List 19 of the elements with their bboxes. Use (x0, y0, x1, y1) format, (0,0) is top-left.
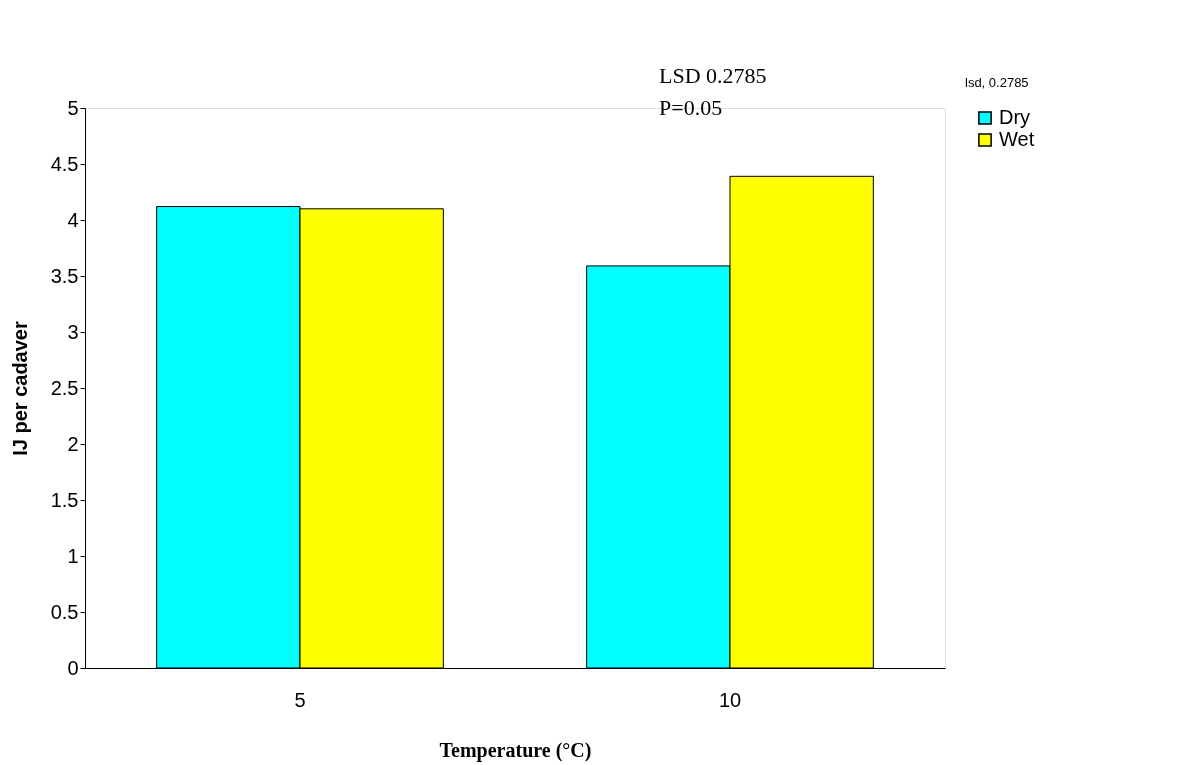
y-tick-label: 3 (67, 320, 79, 343)
text: lsd, 0.2785 (965, 75, 1029, 90)
y-tick-label: 5 (67, 96, 79, 119)
y-tick-label: 1.5 (50, 488, 79, 511)
y-tick-label: 4 (67, 208, 79, 231)
legend-label: Dry (999, 106, 1031, 128)
y-tick-label: 1 (67, 544, 79, 567)
y-axis-title: IJ per cadaver (8, 321, 31, 456)
legend-label: Wet (999, 128, 1035, 150)
x-axis-title: Temperature (°C) (439, 738, 592, 762)
y-tick-label: 2.5 (50, 376, 79, 399)
text: LSD 0.2785 (659, 63, 767, 88)
annotation: P=0.05 (659, 95, 723, 120)
y-tick-label: 0.5 (50, 600, 79, 623)
y-tick-label: 4.5 (50, 152, 79, 175)
y-tick-label: 0 (67, 656, 79, 679)
y-tick-label: 3.5 (50, 264, 79, 287)
x-tick-label: 10 (718, 688, 742, 711)
y-tick-label: 2 (67, 432, 79, 455)
